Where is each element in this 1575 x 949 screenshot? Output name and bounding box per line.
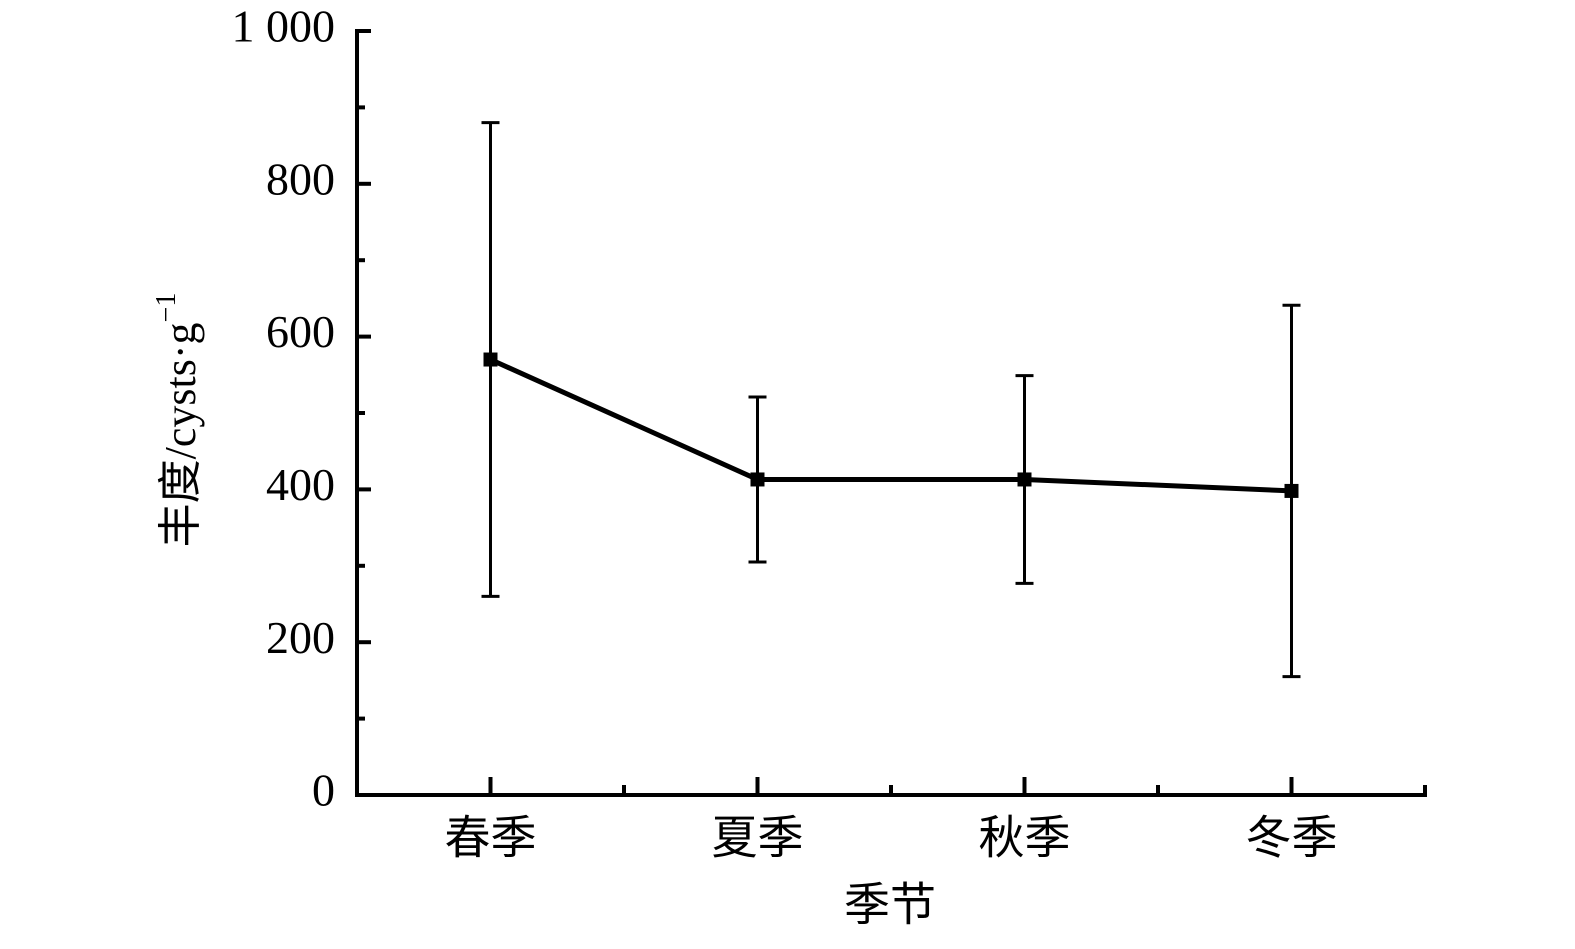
x-tick-label: 秋季 [979,813,1071,864]
x-tick-label: 春季 [445,813,537,864]
marker [483,352,498,367]
y-axis-label-main: 丰度/cysts·g [156,322,205,547]
y-tick-label: 400 [266,459,335,510]
y-tick-label: 0 [312,765,335,816]
line [489,357,1292,494]
marker [750,472,765,487]
x-axis-label: 季节 [844,880,936,931]
x-tick-label: 冬季 [1246,813,1338,864]
y-axis-label-sup: −1 [151,293,182,323]
y-tick-label: 1 000 [232,1,336,52]
x-tick-label: 夏季 [712,813,804,864]
marker [1284,483,1299,498]
y-tick-label: 200 [266,612,335,663]
y-tick-label: 600 [266,306,335,357]
y-axis-label: 丰度/cysts·g−1 [151,293,205,548]
y-tick-label: 800 [266,153,335,204]
marker [1017,472,1032,487]
